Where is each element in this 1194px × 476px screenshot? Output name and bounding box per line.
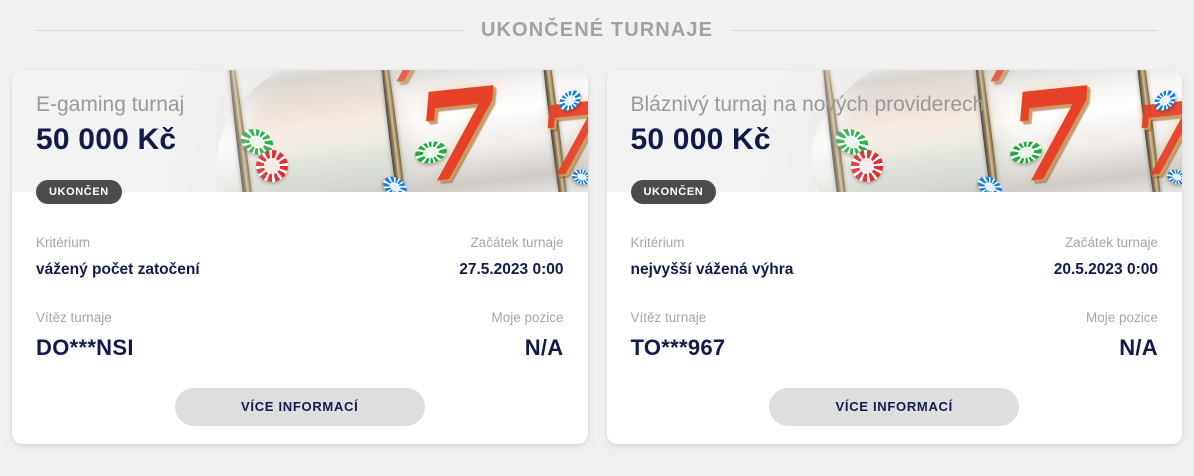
- tournament-card[interactable]: 7 7 7 Bláznivý turnaj na nových provider…: [606, 70, 1183, 444]
- winner-cell: Vítěz turnaje TO***967: [631, 309, 726, 362]
- my-position-value: N/A: [524, 335, 564, 361]
- criterion-value: vážený počet zatočení: [36, 260, 200, 278]
- my-position-value: N/A: [1119, 335, 1158, 361]
- winner-value: DO***NSI: [36, 335, 134, 361]
- page-title: UKONČENÉ TURNAJE: [480, 18, 714, 41]
- casino-chip-icon: [256, 150, 288, 182]
- status-badge: UKONČEN: [630, 180, 717, 204]
- prize-amount: 50 000 Kč: [36, 123, 177, 157]
- start-cell: Začátek turnaje 27.5.2023 0:00: [459, 234, 563, 279]
- start-value: 20.5.2023 0:00: [1053, 260, 1158, 278]
- criterion-label: Kritérium: [36, 235, 91, 250]
- more-info-button[interactable]: VÍCE INFORMACÍ: [174, 387, 425, 426]
- my-position-label: Moje pozice: [1085, 309, 1158, 325]
- header-rule-left: [36, 29, 463, 31]
- card-banner: 7 7 7 Bláznivý turnaj na nových provider…: [606, 70, 1182, 192]
- card-banner: 7 7 7 E-gaming turnaj 50 000 Kč: [12, 70, 588, 192]
- lucky-seven-icon: 7: [1001, 70, 1102, 192]
- winner-label: Vítěz turnaje: [630, 309, 707, 325]
- banner-text-block: E-gaming turnaj 50 000 Kč: [36, 92, 184, 156]
- card-footer: VÍCE INFORMACÍ: [12, 362, 588, 444]
- tournament-card[interactable]: 7 7 7 E-gaming turnaj 50 000 Kč UKONČEN …: [12, 70, 588, 444]
- tournament-card-list: 7 7 7 E-gaming turnaj 50 000 Kč UKONČEN …: [0, 70, 1194, 444]
- info-row-criterion: Kritérium vážený počet zatočení Začátek …: [36, 234, 564, 279]
- criterion-label: Kritérium: [630, 235, 685, 250]
- start-value: 27.5.2023 0:00: [459, 260, 564, 278]
- winner-label: Vítěz turnaje: [36, 309, 112, 325]
- start-cell: Začátek turnaje 20.5.2023 0:00: [1054, 234, 1158, 279]
- my-position-cell: Moje pozice N/A: [491, 309, 563, 362]
- info-row-criterion: Kritérium nejvyšší vážená výhra Začátek …: [631, 234, 1159, 279]
- header-rule-right: [731, 29, 1159, 31]
- status-badge: UKONČEN: [36, 180, 122, 204]
- winner-value: TO***967: [630, 335, 726, 361]
- tournament-name: Bláznivý turnaj na nových providerech: [630, 93, 985, 116]
- lucky-seven-icon: 7: [407, 70, 507, 192]
- more-info-button[interactable]: VÍCE INFORMACÍ: [769, 387, 1020, 426]
- my-position-label: Moje pozice: [491, 309, 564, 325]
- my-position-cell: Moje pozice N/A: [1086, 309, 1158, 362]
- prize-amount: 50 000 Kč: [630, 123, 771, 157]
- card-footer: VÍCE INFORMACÍ: [607, 362, 1183, 444]
- card-body: Kritérium nejvyšší vážená výhra Začátek …: [607, 192, 1183, 362]
- info-row-winner: Vítěz turnaje TO***967 Moje pozice N/A: [631, 309, 1159, 362]
- tournament-name: E-gaming turnaj: [36, 93, 185, 116]
- section-header: UKONČENÉ TURNAJE: [0, 0, 1194, 46]
- start-label: Začátek turnaje: [470, 235, 564, 250]
- banner-text-block: Bláznivý turnaj na nových providerech 50…: [631, 92, 985, 156]
- criterion-value: nejvyšší vážená výhra: [630, 260, 794, 278]
- criterion-cell: Kritérium nejvyšší vážená výhra: [631, 234, 794, 279]
- info-row-winner: Vítěz turnaje DO***NSI Moje pozice N/A: [36, 309, 564, 362]
- winner-cell: Vítěz turnaje DO***NSI: [36, 309, 134, 362]
- card-body: Kritérium vážený počet zatočení Začátek …: [12, 192, 588, 362]
- criterion-cell: Kritérium vážený počet zatočení: [36, 234, 200, 279]
- start-label: Začátek turnaje: [1064, 235, 1158, 250]
